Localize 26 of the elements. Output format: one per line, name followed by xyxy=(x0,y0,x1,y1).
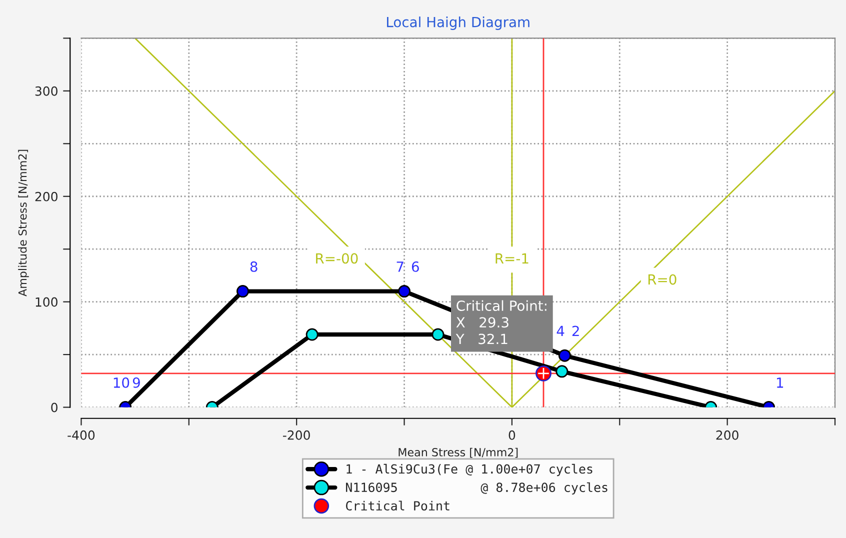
y-tick-label: 300 xyxy=(35,86,58,96)
annotation: 4 xyxy=(556,326,564,336)
series-label: R=-1 xyxy=(496,253,528,264)
x-tick-label: 200 xyxy=(716,430,738,440)
annotation: 9 xyxy=(132,377,140,388)
series-label: R=0 xyxy=(648,274,676,285)
y-axis-title: Amplitude Stress [N/mm2] xyxy=(18,150,29,296)
annotation: Critical Point: X 29.3 Y 32.1 xyxy=(456,300,546,344)
annotation: 7 xyxy=(396,262,404,272)
x-axis-title: Mean Stress [N/mm2] xyxy=(398,448,518,458)
annotation: 6 xyxy=(412,261,419,272)
annotation: 10 xyxy=(114,377,130,388)
annotation: 2 xyxy=(572,326,579,336)
legend-label: 1 - AlSi9Cu3(Fe @ 1.00e+07 cycles xyxy=(346,464,592,476)
x-tick-label: 0 xyxy=(508,430,516,440)
y-tick-label: 200 xyxy=(35,192,58,202)
series-label: R=-00 xyxy=(316,253,358,264)
y-tick-label: 100 xyxy=(36,297,58,307)
x-tick-label: -400 xyxy=(68,430,95,440)
legend-label: N116095 @ 8.78e+06 cycles xyxy=(346,482,608,495)
y-tick-label: 0 xyxy=(51,402,58,412)
legend-label: Critical Point xyxy=(346,500,450,511)
chart-title: Local Haigh Diagram xyxy=(387,16,530,30)
annotation: 8 xyxy=(250,261,258,272)
x-tick-label: -200 xyxy=(283,430,310,440)
annotation: 1 xyxy=(776,378,784,388)
